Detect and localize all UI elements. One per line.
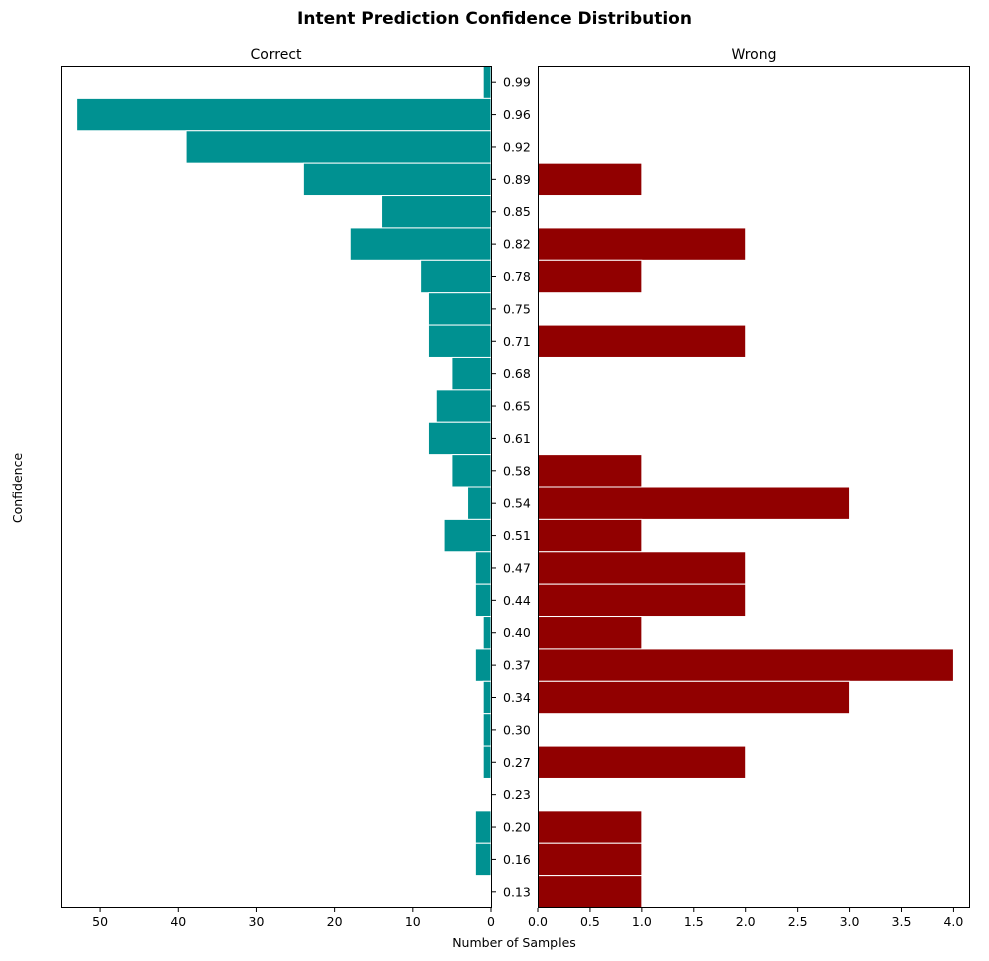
y-tick-label-0.34: 0.34 (503, 690, 531, 705)
y-tick-label-0.65: 0.65 (503, 399, 531, 414)
x-tick-label-correct-5: 0 (487, 914, 495, 929)
x-tick-label-correct-4: 10 (405, 914, 421, 929)
bar-wrong-0.71 (538, 325, 746, 357)
bar-wrong-0.34 (538, 681, 850, 713)
x-tick-label-wrong-1: 0.5 (580, 914, 600, 929)
y-tick-label-0.82: 0.82 (503, 237, 531, 252)
y-tick-label-0.27: 0.27 (503, 755, 531, 770)
bar-wrong-0.82 (538, 228, 746, 260)
bar-wrong-0.58 (538, 455, 642, 487)
y-tick-label-0.58: 0.58 (503, 463, 531, 478)
bar-wrong-0.51 (538, 519, 642, 551)
x-tick-label-correct-0: 50 (92, 914, 108, 929)
y-axis-label: Confidence (10, 453, 25, 524)
bar-correct-0.51 (444, 519, 491, 551)
bar-correct-0.27 (483, 746, 491, 778)
y-tick-label-0.75: 0.75 (503, 301, 531, 316)
bar-correct-0.30 (483, 714, 491, 746)
bar-correct-0.44 (475, 584, 491, 616)
x-tick-label-wrong-8: 4.0 (943, 914, 963, 929)
y-tick-label-0.61: 0.61 (503, 431, 531, 446)
bar-wrong-0.89 (538, 163, 642, 195)
x-tick-label-correct-3: 20 (327, 914, 343, 929)
x-tick-label-wrong-2: 1.0 (632, 914, 652, 929)
bar-correct-0.37 (475, 649, 491, 681)
bar-correct-0.65 (436, 390, 491, 422)
bar-wrong-0.54 (538, 487, 850, 519)
y-tick-label-0.51: 0.51 (503, 528, 531, 543)
bar-wrong-0.44 (538, 584, 746, 616)
bar-correct-0.85 (382, 196, 491, 228)
bar-correct-0.54 (468, 487, 491, 519)
x-tick-label-correct-1: 40 (170, 914, 186, 929)
bar-correct-0.75 (428, 293, 491, 325)
bar-correct-0.20 (475, 811, 491, 843)
chart-title: Intent Prediction Confidence Distributio… (297, 9, 692, 29)
y-tick-label-0.40: 0.40 (503, 625, 531, 640)
bar-correct-0.89 (303, 163, 491, 195)
bar-wrong-0.40 (538, 617, 642, 649)
bar-correct-0.92 (186, 131, 491, 163)
y-tick-label-0.89: 0.89 (503, 172, 531, 187)
y-tick-label-0.16: 0.16 (503, 852, 531, 867)
y-tick-label-0.47: 0.47 (503, 560, 531, 575)
y-tick-label-0.30: 0.30 (503, 722, 531, 737)
bar-correct-0.47 (475, 552, 491, 584)
bar-wrong-0.37 (538, 649, 953, 681)
y-tick-label-0.68: 0.68 (503, 366, 531, 381)
y-tick-label-0.13: 0.13 (503, 884, 531, 899)
correct-bars (77, 66, 491, 876)
x-axis-label: Number of Samples (452, 935, 576, 950)
bar-correct-0.68 (452, 357, 491, 389)
wrong-bars (538, 163, 953, 908)
x-tick-label-wrong-0: 0.0 (528, 914, 548, 929)
bar-wrong-0.16 (538, 843, 642, 875)
bar-wrong-0.27 (538, 746, 746, 778)
bar-wrong-0.13 (538, 876, 642, 908)
x-tick-label-wrong-5: 2.5 (788, 914, 808, 929)
x-tick-label-wrong-6: 3.0 (840, 914, 860, 929)
y-tick-label-0.23: 0.23 (503, 787, 531, 802)
panel-title-correct: Correct (250, 47, 302, 63)
y-tick-label-0.96: 0.96 (503, 107, 531, 122)
bar-correct-0.71 (428, 325, 491, 357)
bar-correct-0.61 (428, 422, 491, 454)
bar-correct-0.34 (483, 681, 491, 713)
bar-correct-0.40 (483, 617, 491, 649)
x-tick-label-correct-2: 30 (249, 914, 265, 929)
y-tick-label-0.54: 0.54 (503, 496, 531, 511)
bar-correct-0.82 (350, 228, 491, 260)
y-tick-label-0.71: 0.71 (503, 334, 531, 349)
bar-wrong-0.47 (538, 552, 746, 584)
bar-wrong-0.20 (538, 811, 642, 843)
y-tick-label-0.20: 0.20 (503, 820, 531, 835)
y-tick-label-0.44: 0.44 (503, 593, 531, 608)
x-tick-label-wrong-4: 2.0 (736, 914, 756, 929)
bar-correct-0.78 (421, 260, 491, 292)
bar-correct-0.16 (475, 843, 491, 875)
y-tick-label-0.37: 0.37 (503, 658, 531, 673)
x-tick-label-wrong-3: 1.5 (684, 914, 704, 929)
bar-correct-0.96 (77, 98, 491, 130)
x-tick-label-wrong-7: 3.5 (892, 914, 912, 929)
bar-correct-0.99 (483, 66, 491, 98)
bar-wrong-0.78 (538, 260, 642, 292)
y-tick-label-0.99: 0.99 (503, 75, 531, 90)
y-tick-label-0.78: 0.78 (503, 269, 531, 284)
y-tick-label-0.92: 0.92 (503, 139, 531, 154)
bar-correct-0.58 (452, 455, 491, 487)
y-tick-label-0.85: 0.85 (503, 204, 531, 219)
panel-title-wrong: Wrong (732, 47, 777, 63)
